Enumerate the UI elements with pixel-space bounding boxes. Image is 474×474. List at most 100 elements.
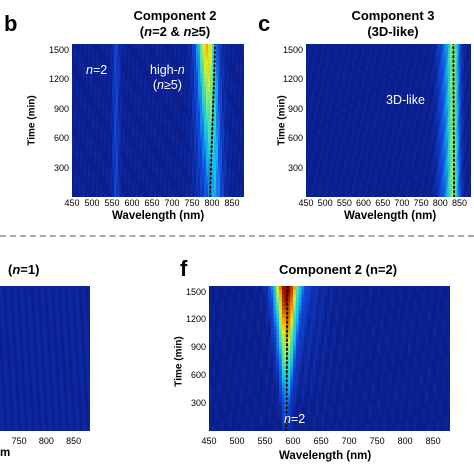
heatmap-cell — [20, 314, 23, 319]
heatmap-cell — [146, 171, 149, 177]
heatmap-cell — [9, 410, 12, 416]
heatmap-cell — [50, 302, 52, 307]
heatmap-cell — [224, 150, 227, 156]
heatmap-cell — [315, 141, 319, 147]
heatmap-cell — [24, 358, 26, 364]
heatmap-cell — [87, 406, 90, 412]
heatmap-cell — [188, 171, 191, 177]
heatmap-cell — [469, 86, 471, 92]
heatmap-cell — [198, 171, 201, 177]
heatmap-cell — [311, 65, 315, 71]
heatmap-cell — [447, 73, 451, 79]
heatmap-cell — [238, 103, 241, 109]
heatmap-cell — [230, 90, 233, 96]
heatmap-cell — [400, 184, 403, 190]
heatmap-cell — [384, 99, 388, 105]
heatmap-cell — [20, 322, 23, 327]
heatmap-cell — [403, 103, 407, 109]
heatmap-cell — [309, 103, 313, 109]
heatmap-cell — [353, 116, 357, 122]
heatmap-cell — [4, 354, 6, 360]
heatmap-cell — [34, 426, 37, 431]
heatmap-cell — [18, 378, 21, 384]
heatmap-cell — [325, 188, 328, 194]
heatmap-cell — [130, 158, 133, 164]
heatmap-cell — [146, 120, 149, 126]
heatmap-cell — [60, 350, 63, 356]
heatmap-cell — [86, 390, 89, 396]
heatmap-cell — [70, 402, 72, 408]
y-tick-label: 1200 — [48, 74, 69, 85]
heatmap-cell — [47, 410, 49, 416]
heatmap-cell — [52, 354, 54, 360]
heatmap-cell — [373, 184, 376, 190]
heatmap-cell — [459, 192, 463, 197]
heatmap-cell — [23, 422, 25, 428]
heatmap-cell — [438, 180, 441, 185]
heatmap-cell — [12, 290, 15, 295]
heatmap-cell — [413, 65, 416, 71]
heatmap-cell — [21, 314, 24, 319]
heatmap-cell — [357, 188, 361, 194]
heatmap-cell — [144, 95, 147, 100]
heatmap-cell — [311, 124, 315, 130]
heatmap-cell — [459, 171, 463, 177]
panel-b-annotation-n2: n=2 — [86, 63, 108, 77]
heatmap-cell — [164, 175, 167, 181]
heatmap-cell — [190, 146, 193, 151]
heatmap-cell — [438, 86, 441, 92]
heatmap-cell — [232, 184, 235, 190]
heatmap-cell — [367, 180, 370, 185]
heatmap-cell — [100, 61, 103, 66]
heatmap-cell — [47, 298, 49, 303]
heatmap-cell — [69, 322, 71, 327]
heatmap-cell — [55, 406, 58, 412]
heatmap-cell — [447, 188, 451, 194]
heatmap-cell — [463, 112, 466, 117]
heatmap-cell — [8, 406, 11, 412]
heatmap-cell — [453, 82, 457, 88]
heatmap-cell — [40, 286, 43, 291]
heatmap-cell — [206, 154, 209, 160]
heatmap-cell — [12, 354, 15, 360]
heatmap-cell — [329, 73, 332, 79]
heatmap-cell — [202, 150, 205, 156]
heatmap-cell — [57, 350, 60, 356]
heatmap-cell — [446, 146, 449, 151]
heatmap-cell — [200, 107, 203, 113]
heatmap-cell — [98, 86, 101, 92]
heatmap-cell — [373, 90, 376, 96]
heatmap-cell — [438, 52, 441, 58]
heatmap-cell — [51, 418, 53, 424]
heatmap-cell — [446, 184, 449, 190]
heatmap-cell — [190, 86, 193, 92]
heatmap-cell — [202, 180, 205, 185]
heatmap-cell — [24, 334, 26, 339]
heatmap-cell — [63, 422, 66, 428]
heatmap-cell — [14, 318, 17, 323]
heatmap-cell — [53, 366, 56, 372]
heatmap-cell — [447, 82, 451, 88]
heatmap-cell — [56, 326, 59, 331]
heatmap-cell — [350, 167, 353, 173]
heatmap-cell — [138, 48, 141, 54]
heatmap-cell — [407, 184, 411, 190]
heatmap-cell — [85, 318, 88, 323]
heatmap-cell — [43, 310, 46, 315]
heatmap-cell — [334, 146, 338, 151]
heatmap-cell — [6, 398, 8, 404]
heatmap-cell — [66, 390, 69, 396]
heatmap-cell — [39, 366, 42, 372]
heatmap-cell — [467, 184, 470, 190]
heatmap-cell — [23, 358, 25, 364]
heatmap-cell — [33, 346, 36, 352]
heatmap-cell — [446, 150, 449, 156]
heatmap-cell — [415, 112, 418, 117]
heatmap-cell — [453, 56, 457, 62]
heatmap-cell — [23, 346, 25, 352]
heatmap-cell — [49, 318, 51, 323]
heatmap-cell — [380, 120, 384, 126]
heatmap-cell — [465, 129, 468, 134]
heatmap-cell — [172, 69, 175, 75]
heatmap-cell — [373, 61, 376, 66]
